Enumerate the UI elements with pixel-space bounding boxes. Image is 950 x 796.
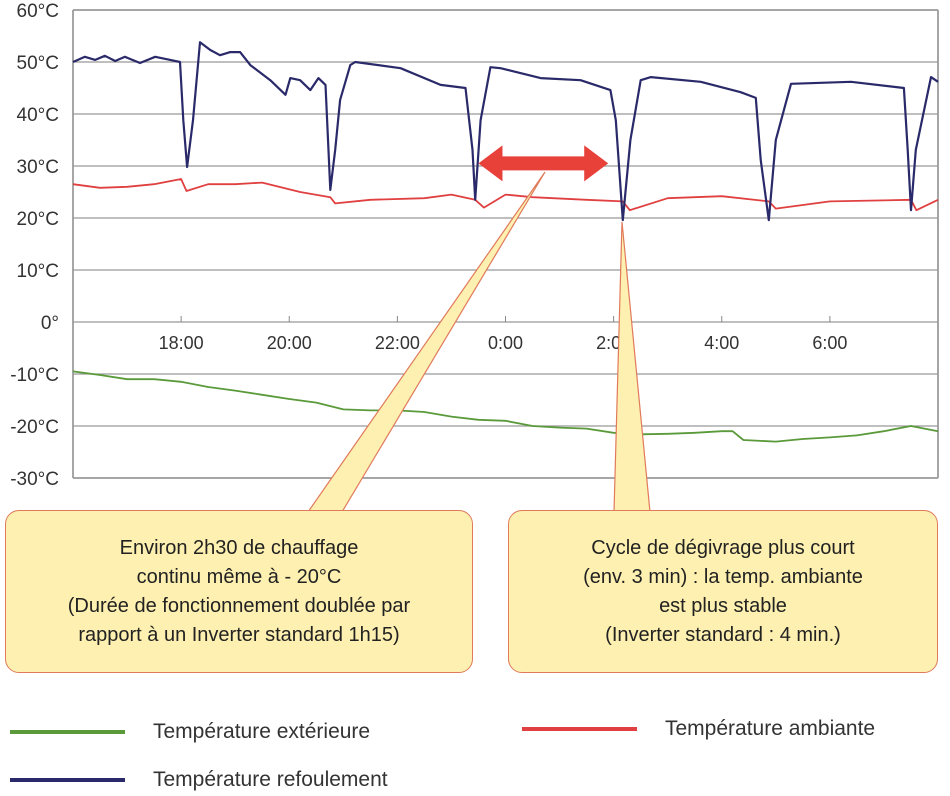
y-axis-ticks: 60°C 50°C 40°C 30°C 20°C 10°C 0° -10°C -20°C -30°… — [10, 1, 59, 490]
legend-item-refoulement: Température refoulement — [10, 768, 388, 792]
y-tick-label: -30°C — [10, 469, 59, 490]
y-tick-label: 50°C — [17, 53, 59, 74]
x-tick-label: 6:00 — [812, 333, 847, 353]
callout-pointer-2 — [613, 221, 651, 513]
annotation-line: est plus stable — [659, 594, 787, 617]
y-tick-label: -10°C — [10, 365, 59, 386]
annotation-line: Cycle de dégivrage plus court — [591, 536, 855, 559]
series-lines — [72, 41, 939, 443]
legend-swatch-blue — [10, 778, 125, 782]
x-tick-label: 4:00 — [704, 333, 739, 353]
legend-label: Température ambiante — [665, 717, 876, 740]
annotation-line: continu même à - 20°C — [136, 565, 342, 588]
y-tick-label: 0° — [41, 313, 59, 334]
annotation-line: rapport à un Inverter standard 1h15) — [78, 623, 400, 646]
x-tick-label: 18:00 — [159, 333, 204, 353]
grid — [72, 9, 939, 479]
annotation-line: (env. 3 min) : la temp. ambiante — [583, 565, 863, 588]
series-line-exterieure — [72, 370, 939, 443]
annotation-box-heating: Environ 2h30 de chauffage continu même à… — [5, 510, 473, 673]
legend-label: Température refoulement — [153, 768, 388, 791]
y-tick-label: 20°C — [17, 209, 59, 230]
x-tick-label: 0:00 — [488, 333, 523, 353]
double-arrow-shape — [478, 145, 609, 182]
y-tick-label: 30°C — [17, 157, 59, 178]
legend-swatch-green — [10, 730, 125, 734]
y-tick-label: 40°C — [17, 105, 59, 126]
series-line-refoulement — [72, 41, 939, 222]
y-tick-label: 10°C — [17, 261, 59, 282]
legend-item-ambiante: Température ambiante — [522, 717, 875, 741]
x-tick-label: 20:00 — [267, 333, 312, 353]
legend-swatch-red — [522, 727, 637, 731]
legend-item-exterieure: Température extérieure — [10, 720, 370, 744]
x-tick-label: 22:00 — [375, 333, 420, 353]
y-tick-label: 60°C — [17, 1, 59, 22]
legend-label: Température extérieure — [153, 720, 371, 743]
y-tick-label: -20°C — [10, 417, 59, 438]
annotation-box-defrost: Cycle de dégivrage plus court (env. 3 mi… — [508, 510, 938, 673]
duration-double-arrow — [478, 145, 609, 182]
series-line-ambiante — [72, 178, 939, 212]
annotation-line: (Inverter standard : 4 min.) — [605, 623, 841, 646]
annotation-line: Environ 2h30 de chauffage — [119, 536, 359, 559]
annotation-line: (Durée de fonctionnement doublée par — [67, 594, 411, 617]
